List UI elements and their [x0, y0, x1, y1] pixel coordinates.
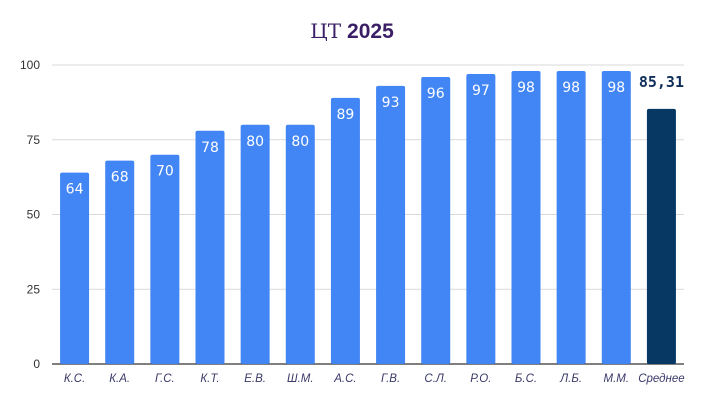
bar [105, 160, 135, 364]
x-tick-label: Е.В. [244, 373, 266, 385]
bar-data-label: 93 [382, 95, 400, 111]
x-tick-label: Л.Б. [559, 373, 582, 385]
bar-data-label: 97 [472, 83, 490, 99]
bar [240, 124, 270, 364]
bar-data-label: 98 [607, 80, 625, 96]
bar [466, 73, 496, 364]
bar [511, 70, 541, 364]
x-tick-label: К.Т. [200, 373, 219, 385]
bar [330, 97, 360, 364]
x-tick-label: Г.В. [381, 373, 400, 385]
average-data-label: 85,31 [639, 73, 684, 91]
x-tick-label: Г.С. [155, 373, 175, 385]
bar-data-label: 98 [562, 80, 580, 96]
x-tick-label: Ш.М. [287, 373, 314, 385]
bars [60, 70, 676, 365]
grid-lines [52, 64, 684, 365]
y-tick-label: 75 [27, 133, 41, 147]
x-tick-label: С.Л. [424, 373, 447, 385]
chart-title-year: 2025 [347, 20, 394, 43]
chart-title-prefix: ЦТ [310, 19, 341, 43]
bar [150, 154, 180, 364]
x-axis: К.С. К.А. Г.С. К.Т. Е.В. Ш.М. А.С. Г.В. С.Л. Р.О.… [64, 373, 685, 385]
x-tick-label: М.М. [604, 373, 630, 385]
x-tick-label: Б.С. [515, 373, 537, 385]
bar-data-label: 89 [337, 107, 355, 123]
x-tick-label: К.С. [64, 373, 85, 385]
bar [376, 85, 406, 365]
bar-data-label: 80 [291, 134, 309, 150]
bar-data-label: 70 [156, 164, 174, 180]
y-tick-label: 50 [27, 208, 41, 222]
y-tick-label: 100 [20, 58, 40, 72]
bar-data-label: 98 [517, 80, 535, 96]
bar [556, 70, 586, 364]
data-labels: 64 68 70 78 80 80 89 93 96 97 98 98 98 85,31 [66, 73, 684, 198]
average-bar [646, 108, 676, 365]
x-tick-label: Среднее [638, 373, 684, 385]
x-tick-label: А.С. [333, 373, 356, 385]
y-tick-label: 0 [33, 357, 40, 371]
bar-data-label: 80 [246, 134, 264, 150]
bar-data-label: 96 [427, 86, 445, 102]
y-tick-label: 25 [27, 282, 41, 296]
x-tick-label: К.А. [109, 373, 130, 385]
chart-title: ЦТ 2025 [310, 19, 394, 43]
bar-data-label: 64 [66, 182, 84, 198]
bar [601, 70, 631, 364]
y-axis: 0 25 50 75 100 [20, 58, 40, 371]
bar [195, 130, 225, 364]
bar [285, 124, 315, 364]
bar [421, 76, 451, 365]
bar-data-label: 78 [201, 140, 219, 156]
x-tick-label: Р.О. [470, 373, 491, 385]
bar-data-label: 68 [111, 170, 129, 186]
bar [60, 172, 90, 364]
